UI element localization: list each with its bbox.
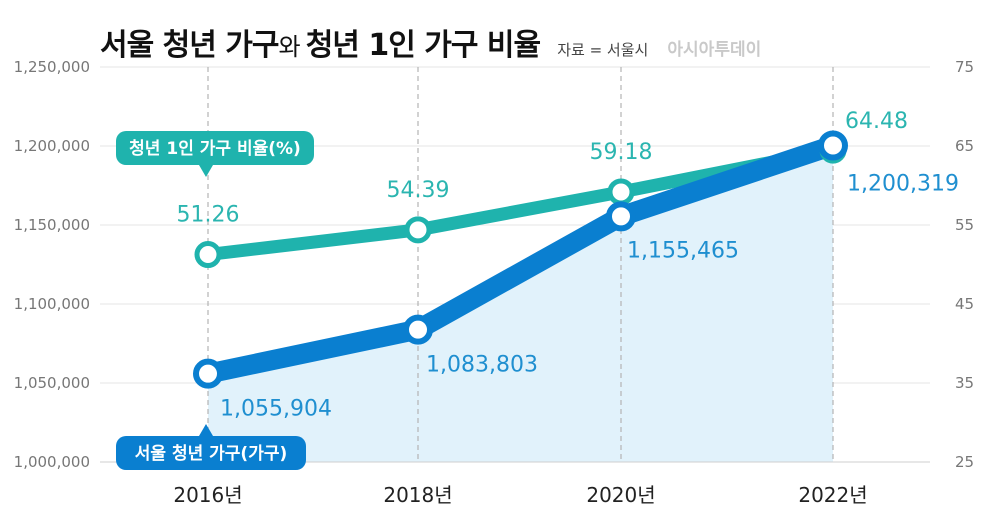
households-data-label: 1,055,904 [220, 397, 332, 422]
ratio-point [194, 241, 222, 269]
right-tick-label: 35 [955, 374, 974, 392]
title-connector: 와 [278, 33, 301, 61]
households-area [208, 145, 833, 463]
left-tick-label: 1,100,000 [14, 295, 90, 313]
households-point [818, 130, 848, 161]
ratio-data-label: 51.26 [177, 203, 240, 228]
legend-ratio-pointer [199, 165, 213, 177]
left-tick-label: 1,250,000 [14, 58, 90, 76]
title-part1: 서울 청년 가구 [100, 28, 279, 63]
ratio-point [607, 178, 635, 206]
right-tick-label: 25 [955, 453, 974, 471]
x-tick-label: 2020년 [586, 483, 655, 507]
x-tick-label: 2022년 [798, 483, 867, 507]
households-data-label: 1,155,465 [627, 238, 739, 263]
right-tick-label: 45 [955, 295, 974, 313]
ratio-data-label: 59.18 [590, 140, 653, 165]
households-point [193, 358, 223, 389]
households-data-label: 1,200,319 [847, 171, 959, 196]
right-tick-label: 55 [955, 216, 974, 234]
right-tick-label: 65 [955, 137, 974, 155]
legend-households-box [116, 436, 306, 470]
left-tick-label: 1,150,000 [14, 216, 90, 234]
ratio-data-label: 54.39 [387, 178, 450, 203]
legend-households-label: 서울 청년 가구(가구) [135, 443, 288, 464]
legend-households-pointer [199, 424, 213, 436]
right-tick-label: 75 [955, 58, 974, 76]
households-point [403, 314, 433, 345]
households-point [606, 201, 636, 232]
ratio-data-label: 64.48 [845, 109, 908, 134]
x-tick-label: 2018년 [383, 483, 452, 507]
legend-ratio-label: 청년 1인 가구 비율(%) [129, 138, 301, 159]
chart-title: 서울 청년 가구와 청년 1인 가구 비율 자료 = 서울시 아시아투데이 [100, 20, 761, 64]
x-tick-label: 2016년 [173, 483, 242, 507]
left-tick-label: 1,000,000 [14, 453, 90, 471]
ratio-point [404, 216, 432, 244]
left-tick-label: 1,200,000 [14, 137, 90, 155]
title-part2: 청년 1인 가구 비율 [305, 28, 541, 63]
legend-households: 서울 청년 가구(가구) [116, 424, 306, 470]
households-data-label: 1,083,803 [426, 353, 538, 378]
legend-ratio-box [116, 131, 314, 165]
left-tick-label: 1,050,000 [14, 374, 90, 392]
publisher-logo: 아시아투데이 [667, 40, 762, 60]
source-note: 자료 = 서울시 [557, 41, 649, 59]
households-line [198, 135, 843, 384]
legend-ratio: 청년 1인 가구 비율(%) [116, 131, 314, 177]
